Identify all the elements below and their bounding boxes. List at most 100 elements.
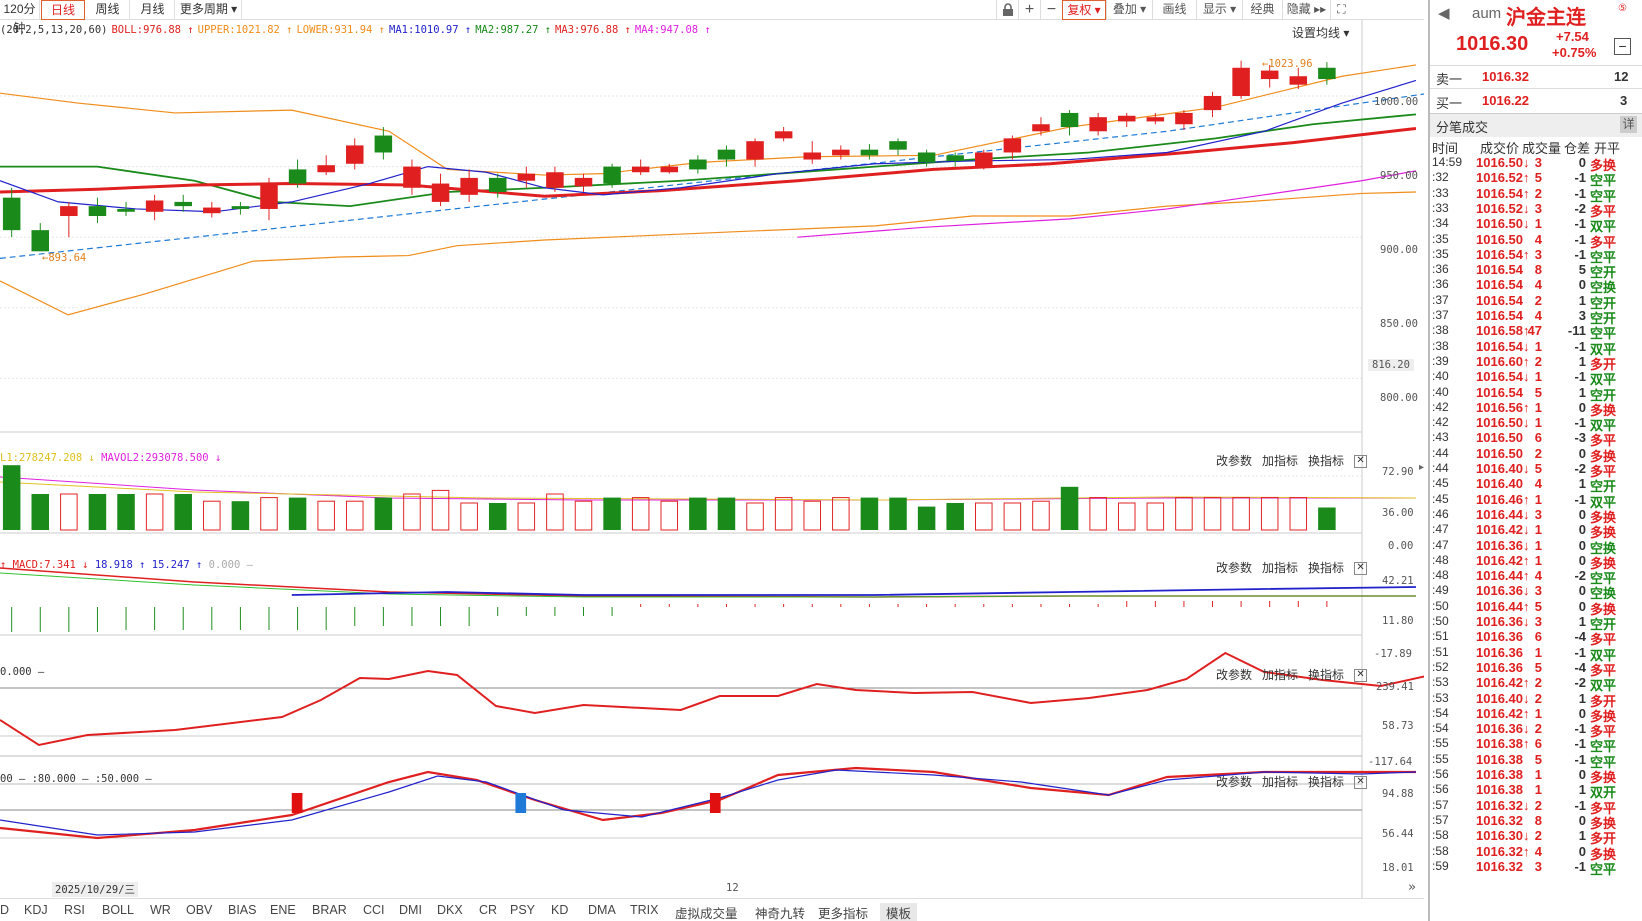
tick-row: :55 1016.38 5 -1 空平 xyxy=(1432,751,1617,770)
tick-row: :48 1016.42↑ 1 0 多换 xyxy=(1432,552,1617,571)
tick-row: :38 1016.58↑ 47 -11 空平 xyxy=(1432,323,1617,342)
volume-bar xyxy=(717,497,736,530)
candle xyxy=(631,166,650,173)
indicator-tab[interactable]: CR xyxy=(479,903,498,917)
lock-icon[interactable] xyxy=(996,0,1018,20)
close-icon[interactable]: ✕ xyxy=(1354,562,1368,576)
indicator-tab[interactable]: ENE xyxy=(270,903,296,917)
add-indicator-button[interactable]: 加指标 xyxy=(1262,561,1299,575)
indicator-tab[interactable]: 虚拟成交量 xyxy=(675,907,738,921)
axis-label: 0.00 xyxy=(1388,540,1414,552)
volume-bar xyxy=(145,493,164,531)
set-ma-dropdown[interactable]: 设置均线 ▾ xyxy=(1292,26,1350,40)
volume-bar xyxy=(403,493,421,531)
indicator-tab[interactable]: DKX xyxy=(437,903,463,917)
maximize-icon[interactable]: ⛶ xyxy=(1330,0,1352,20)
prev-arrow-icon[interactable]: ◀ xyxy=(1438,5,1450,22)
volume-bar xyxy=(317,500,335,531)
tick-row: :47 1016.42↓ 1 0 多换 xyxy=(1432,522,1617,541)
indicator-tab[interactable]: 更多指标 xyxy=(818,907,869,921)
tick-row: :44 1016.50 2 0 多换 xyxy=(1432,445,1617,464)
swap-indicator-button[interactable]: 换指标 xyxy=(1308,668,1345,682)
volume-bar xyxy=(1289,497,1308,531)
indicator-tab[interactable]: BIAS xyxy=(228,903,257,917)
minus-icon[interactable]: − xyxy=(1040,0,1062,20)
info-badge-icon[interactable]: ⑤ xyxy=(1618,3,1627,14)
indicator-tab[interactable]: CCI xyxy=(363,903,385,917)
adjust-dropdown[interactable]: 复权 ▾ xyxy=(1062,0,1106,20)
axis-label: 11.80 xyxy=(1382,615,1414,627)
close-icon[interactable]: ✕ xyxy=(1354,669,1368,683)
candle xyxy=(2,197,21,231)
tick-row: :47 1016.36↓ 1 0 空换 xyxy=(1432,537,1617,556)
period-more-dropdown[interactable]: 更多周期 ▾ xyxy=(176,0,242,20)
period-day[interactable]: 日线 xyxy=(41,0,85,20)
volume-bar xyxy=(260,497,278,531)
kline-chart[interactable] xyxy=(0,20,1424,900)
indicator-tab[interactable]: RSI xyxy=(64,903,85,917)
indicator-tab[interactable]: PSY xyxy=(510,903,536,917)
candle xyxy=(917,152,936,163)
swap-indicator-button[interactable]: 换指标 xyxy=(1308,454,1345,468)
indicator-tab[interactable]: KDJ xyxy=(24,903,48,917)
indicator-tab[interactable]: KD xyxy=(551,903,569,917)
indicator-tab[interactable]: WR xyxy=(150,903,171,917)
volume-bar xyxy=(889,497,907,530)
add-indicator-button[interactable]: 加指标 xyxy=(1262,454,1299,468)
candle xyxy=(1089,117,1107,132)
tick-row: :42 1016.56↑ 1 0 多换 xyxy=(1432,399,1617,418)
legend-ma3: MA3:976.88 ↑ xyxy=(555,24,631,36)
cci-line xyxy=(0,651,1424,747)
draw-button[interactable]: 画线 xyxy=(1152,0,1196,20)
indicator-tab[interactable]: OBV xyxy=(186,903,213,917)
indicator-tab[interactable]: 模板 xyxy=(880,903,918,921)
close-icon[interactable]: ✕ xyxy=(1354,455,1368,469)
ticks-header: 时间 成交价 成交量 仓差 开平 xyxy=(1432,141,1621,156)
macd-dif-line xyxy=(0,572,1416,598)
macd-legend: ↑ MACD:7.341 ↓ 18.918 ↑ 15.247 ↑ 0.000 – xyxy=(0,559,253,571)
main-legend: (20,2,5,13,20,60) BOLL:976.88 ↑ UPPER:1021… xyxy=(0,24,715,36)
hide-button[interactable]: 隐藏 ▸▸ xyxy=(1282,0,1330,20)
panel-toggle-icon[interactable]: ▸ xyxy=(1419,462,1425,473)
tick-row: :51 1016.36 6 -4 多平 xyxy=(1432,629,1617,648)
detail-button[interactable]: 详 xyxy=(1620,116,1637,133)
period-week[interactable]: 周线 xyxy=(86,0,130,20)
change-params-button[interactable]: 改参数 xyxy=(1216,454,1253,468)
change-params-button[interactable]: 改参数 xyxy=(1216,668,1253,682)
legend-lower: LOWER:931.94 ↑ xyxy=(296,24,385,36)
volume-bar xyxy=(60,493,78,531)
volume-bar xyxy=(917,506,936,530)
candle xyxy=(689,159,707,170)
swap-indicator-button[interactable]: 换指标 xyxy=(1308,775,1345,789)
volume-bar xyxy=(1003,502,1022,531)
candle xyxy=(31,230,50,252)
indicator-tab[interactable]: D xyxy=(0,903,10,917)
add-indicator-button[interactable]: 加指标 xyxy=(1262,668,1299,682)
close-icon[interactable]: ✕ xyxy=(1354,776,1368,790)
candle xyxy=(431,183,450,202)
scroll-right-icon[interactable]: » xyxy=(1408,880,1416,895)
indicator-tab[interactable]: BOLL xyxy=(102,903,134,917)
volume-bar xyxy=(288,497,307,530)
overlay-dropdown[interactable]: 叠加 ▾ xyxy=(1106,0,1152,20)
candle xyxy=(403,166,421,188)
change-params-button[interactable]: 改参数 xyxy=(1216,775,1253,789)
indicator-tab[interactable]: BRAR xyxy=(312,903,347,917)
collapse-icon[interactable]: − xyxy=(1614,38,1631,55)
volume-bar xyxy=(1260,497,1279,531)
period-month[interactable]: 月线 xyxy=(131,0,175,20)
add-indicator-button[interactable]: 加指标 xyxy=(1262,775,1299,789)
tick-row: :43 1016.50 6 -3 多平 xyxy=(1432,430,1617,449)
plus-icon[interactable]: + xyxy=(1018,0,1040,20)
swap-indicator-button[interactable]: 换指标 xyxy=(1308,561,1345,575)
period-120min[interactable]: 120分钟 xyxy=(0,0,40,35)
classic-button[interactable]: 经典 xyxy=(1242,0,1282,20)
indicator-tab[interactable]: TRIX xyxy=(630,903,659,917)
change-params-button[interactable]: 改参数 xyxy=(1216,561,1253,575)
indicator-tab[interactable]: 神奇九转 xyxy=(755,907,806,921)
indicator-tab[interactable]: DMA xyxy=(588,903,616,917)
indicator-tab[interactable]: DMI xyxy=(399,903,422,917)
tick-row: :42 1016.50↓ 1 -1 双平 xyxy=(1432,415,1617,434)
display-dropdown[interactable]: 显示 ▾ xyxy=(1196,0,1242,20)
high-annotation: ←1023.96 xyxy=(1262,58,1313,70)
